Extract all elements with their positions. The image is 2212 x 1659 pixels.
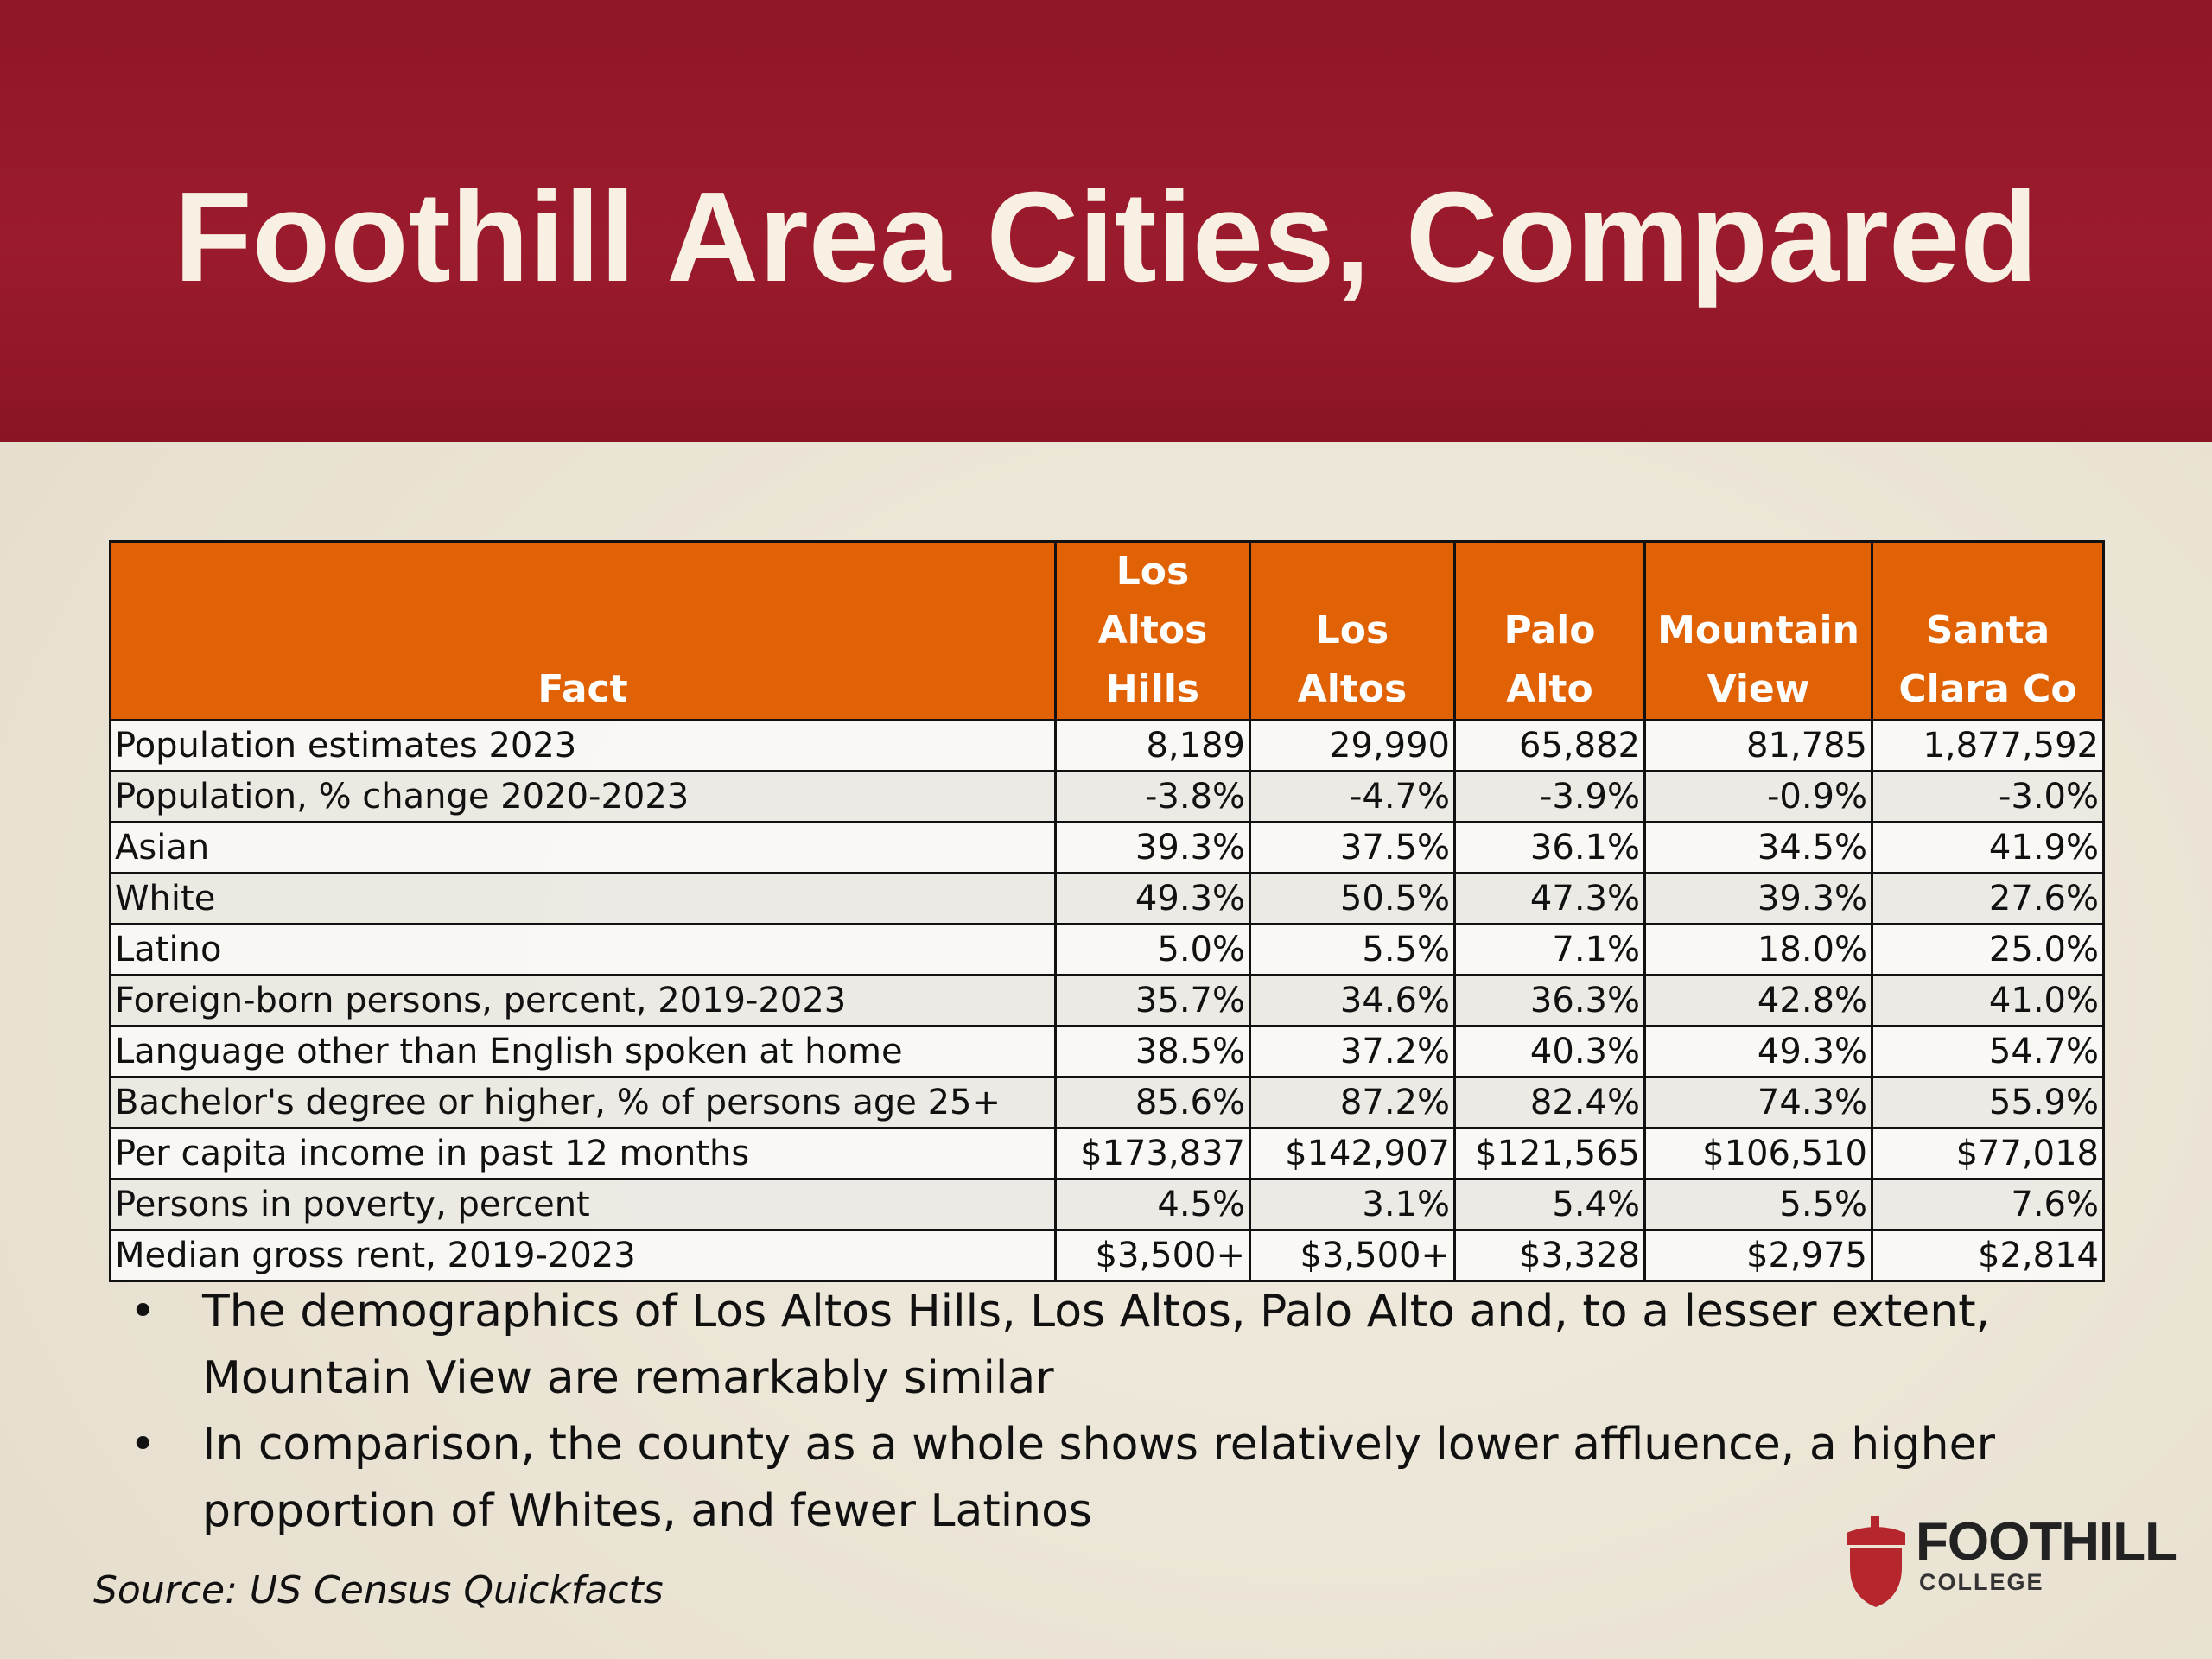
cell-value: 5.5%: [1249, 923, 1456, 976]
cell-value: 25.0%: [1871, 923, 2105, 976]
header-row: Fact Los Altos Hills Los Altos Palo Alto Mou…: [109, 540, 2105, 721]
cell-value: $173,837: [1054, 1127, 1251, 1180]
cell-value: 42.8%: [1643, 974, 1873, 1027]
table-row: Population, % change 2020-2023 -3.8% -4.7%…: [109, 770, 2105, 823]
logo-subtitle: COLLEGE: [1919, 1569, 2044, 1595]
data-table: Fact Los Altos Hills Los Altos Palo Alto Mou…: [109, 540, 2105, 1282]
acorn-icon: [1847, 1516, 1905, 1607]
cell-value: $3,328: [1453, 1229, 1646, 1282]
cell-value: 81,785: [1643, 719, 1873, 772]
row-label: Latino: [109, 923, 1057, 976]
column-header: Los Altos Hills: [1054, 540, 1251, 721]
cell-value: 1,877,592: [1871, 719, 2105, 772]
logo-name: FOOTHILL: [1916, 1512, 2177, 1572]
cell-value: 29,990: [1249, 719, 1456, 772]
cell-value: $2,975: [1643, 1229, 1873, 1282]
cell-value: 74.3%: [1643, 1076, 1873, 1129]
cell-value: 37.5%: [1249, 821, 1456, 874]
table-row: Median gross rent, 2019-2023 $3,500+ $3,50…: [109, 1229, 2105, 1282]
bullet-item: The demographics of Los Altos Hills, Los…: [130, 1279, 2048, 1412]
row-label: Foreign-born persons, percent, 2019-2023: [109, 974, 1057, 1027]
cell-value: 5.5%: [1643, 1178, 1873, 1231]
row-label: Population estimates 2023: [109, 719, 1057, 772]
row-label: Per capita income in past 12 months: [109, 1127, 1057, 1180]
column-header: Palo Alto: [1453, 540, 1646, 721]
cell-value: 49.3%: [1643, 1025, 1873, 1078]
cell-value: 49.3%: [1054, 872, 1251, 925]
cell-value: 3.1%: [1249, 1178, 1456, 1231]
column-header: Mountain View: [1643, 540, 1873, 721]
cell-value: -4.7%: [1249, 770, 1456, 823]
row-label: Population, % change 2020-2023: [109, 770, 1057, 823]
table-header: Fact Los Altos Hills Los Altos Palo Alto Mou…: [109, 540, 2105, 721]
cell-value: 8,189: [1054, 719, 1251, 772]
column-header: Los Altos: [1249, 540, 1456, 721]
cell-value: 41.0%: [1871, 974, 2105, 1027]
cell-value: -3.8%: [1054, 770, 1251, 823]
table-row: Asian 39.3% 37.5% 36.1% 34.5% 41.9%: [109, 821, 2105, 874]
cell-value: 50.5%: [1249, 872, 1456, 925]
title-banner: [0, 0, 2212, 442]
table-row: Population estimates 2023 8,189 29,990 65,8…: [109, 719, 2105, 772]
table-row: Foreign-born persons, percent, 2019-2023…: [109, 974, 2105, 1027]
slide-title: Foothill Area Cities, Compared: [174, 166, 2038, 308]
row-label: Persons in poverty, percent: [109, 1178, 1057, 1231]
bullet-item: In comparison, the county as a whole sho…: [130, 1412, 2048, 1545]
cell-value: 5.4%: [1453, 1178, 1646, 1231]
cell-value: $106,510: [1643, 1127, 1873, 1180]
cell-value: 41.9%: [1871, 821, 2105, 874]
cell-value: 7.6%: [1871, 1178, 2105, 1231]
row-label: Asian: [109, 821, 1057, 874]
cell-value: 47.3%: [1453, 872, 1646, 925]
table-row: Per capita income in past 12 months $173,…: [109, 1127, 2105, 1180]
table-row: Persons in poverty, percent 4.5% 3.1% 5.4% 5…: [109, 1178, 2105, 1231]
cell-value: -3.0%: [1871, 770, 2105, 823]
cell-value: 5.0%: [1054, 923, 1251, 976]
cell-value: -3.9%: [1453, 770, 1646, 823]
cell-value: 34.6%: [1249, 974, 1456, 1027]
cell-value: 27.6%: [1871, 872, 2105, 925]
cell-value: 7.1%: [1453, 923, 1646, 976]
cell-value: 82.4%: [1453, 1076, 1646, 1129]
cell-value: 37.2%: [1249, 1025, 1456, 1078]
table-body: Population estimates 2023 8,189 29,990 65,8…: [109, 719, 2105, 1282]
cell-value: 65,882: [1453, 719, 1646, 772]
cell-value: $121,565: [1453, 1127, 1646, 1180]
cell-value: 18.0%: [1643, 923, 1873, 976]
cell-value: 36.3%: [1453, 974, 1646, 1027]
cell-value: 40.3%: [1453, 1025, 1646, 1078]
cell-value: 4.5%: [1054, 1178, 1251, 1231]
table-row: White 49.3% 50.5% 47.3% 39.3% 27.6%: [109, 872, 2105, 925]
cell-value: $142,907: [1249, 1127, 1456, 1180]
cell-value: $3,500+: [1249, 1229, 1456, 1282]
cell-value: 38.5%: [1054, 1025, 1251, 1078]
table-row: Latino 5.0% 5.5% 7.1% 18.0% 25.0%: [109, 923, 2105, 976]
cell-value: 54.7%: [1871, 1025, 2105, 1078]
column-header: Fact: [109, 540, 1057, 721]
cell-value: $2,814: [1871, 1229, 2105, 1282]
logo: FOOTHILL COLLEGE: [1841, 1514, 2177, 1609]
cell-value: -0.9%: [1643, 770, 1873, 823]
cell-value: 87.2%: [1249, 1076, 1456, 1129]
column-header: Santa Clara Co: [1871, 540, 2105, 721]
cell-value: 85.6%: [1054, 1076, 1251, 1129]
row-label: Bachelor's degree or higher, % of person…: [109, 1076, 1057, 1129]
row-label: White: [109, 872, 1057, 925]
cell-value: $77,018: [1871, 1127, 2105, 1180]
cell-value: 35.7%: [1054, 974, 1251, 1027]
bullet-list: The demographics of Los Altos Hills, Los…: [130, 1279, 2048, 1545]
cell-value: 39.3%: [1643, 872, 1873, 925]
source-note: Source: US Census Quickfacts: [93, 1568, 664, 1612]
cell-value: 39.3%: [1054, 821, 1251, 874]
cell-value: 34.5%: [1643, 821, 1873, 874]
table-row: Bachelor's degree or higher, % of person…: [109, 1076, 2105, 1129]
row-label: Median gross rent, 2019-2023: [109, 1229, 1057, 1282]
row-label: Language other than English spoken at ho…: [109, 1025, 1057, 1078]
cell-value: $3,500+: [1054, 1229, 1251, 1282]
cell-value: 36.1%: [1453, 821, 1646, 874]
table-row: Language other than English spoken at ho…: [109, 1025, 2105, 1078]
cell-value: 55.9%: [1871, 1076, 2105, 1129]
